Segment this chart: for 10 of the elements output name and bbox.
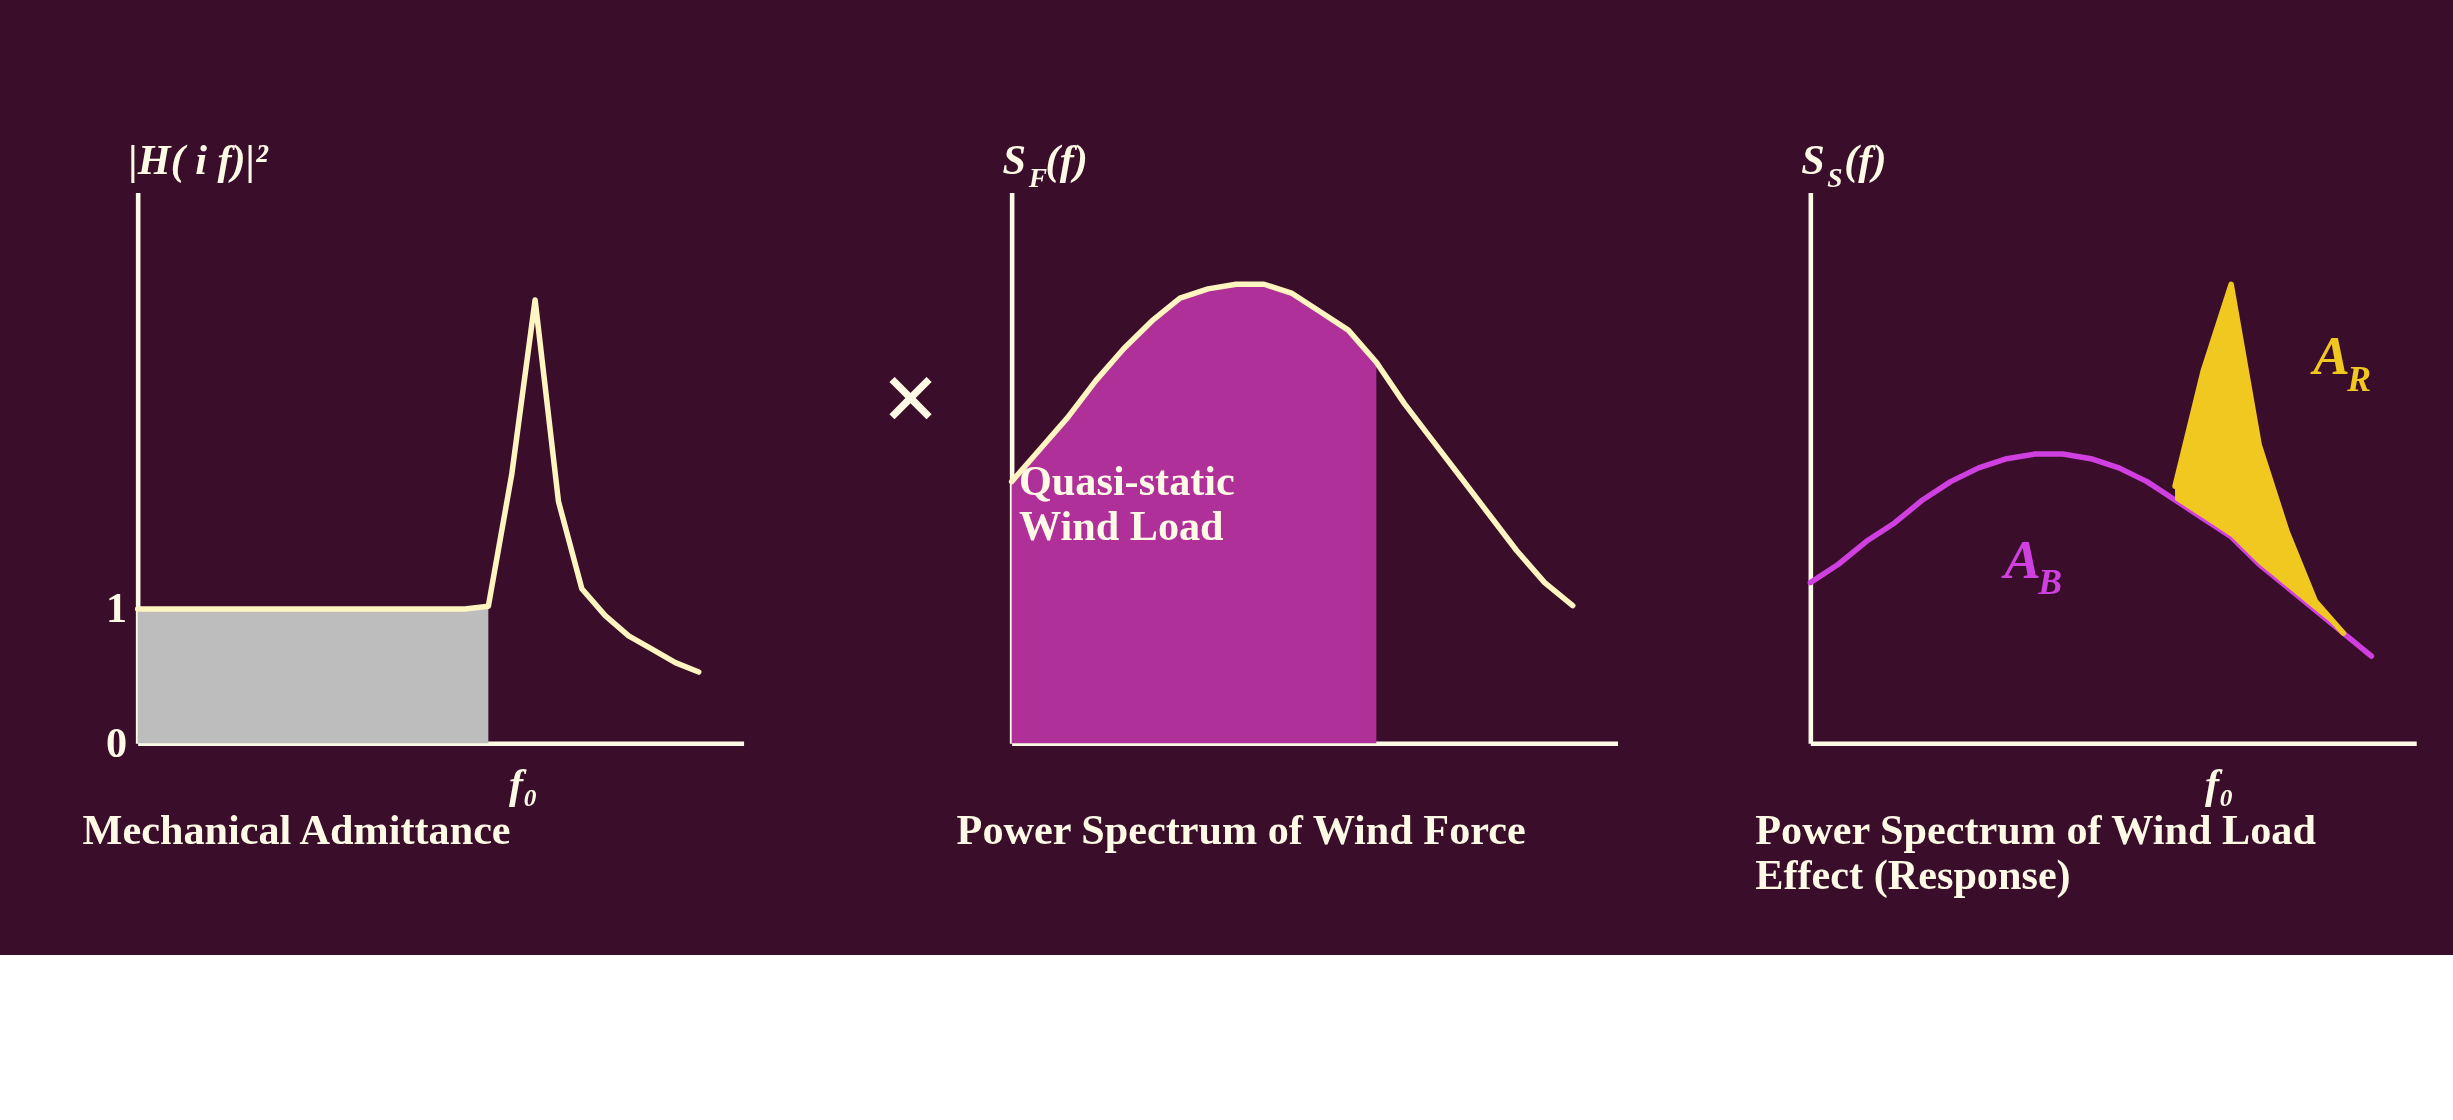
x-axis-title: Mechanical Admittance — [82, 806, 511, 854]
y-axis-title: |H( i f)|² — [128, 136, 269, 185]
text: f₀ — [2204, 760, 2234, 808]
y-tick-label: 1 — [106, 584, 128, 632]
x-axis-title: Power Spectrum of Wind Load Effect (Response) — [1755, 806, 2316, 899]
x-axis-title: Power Spectrum of Wind Force — [956, 806, 1526, 854]
y-tick-label: 0 — [106, 718, 128, 766]
annotation: Quasi-static Wind Load — [1019, 457, 1235, 549]
text: f₀ — [508, 760, 538, 808]
text: × — [881, 342, 940, 455]
